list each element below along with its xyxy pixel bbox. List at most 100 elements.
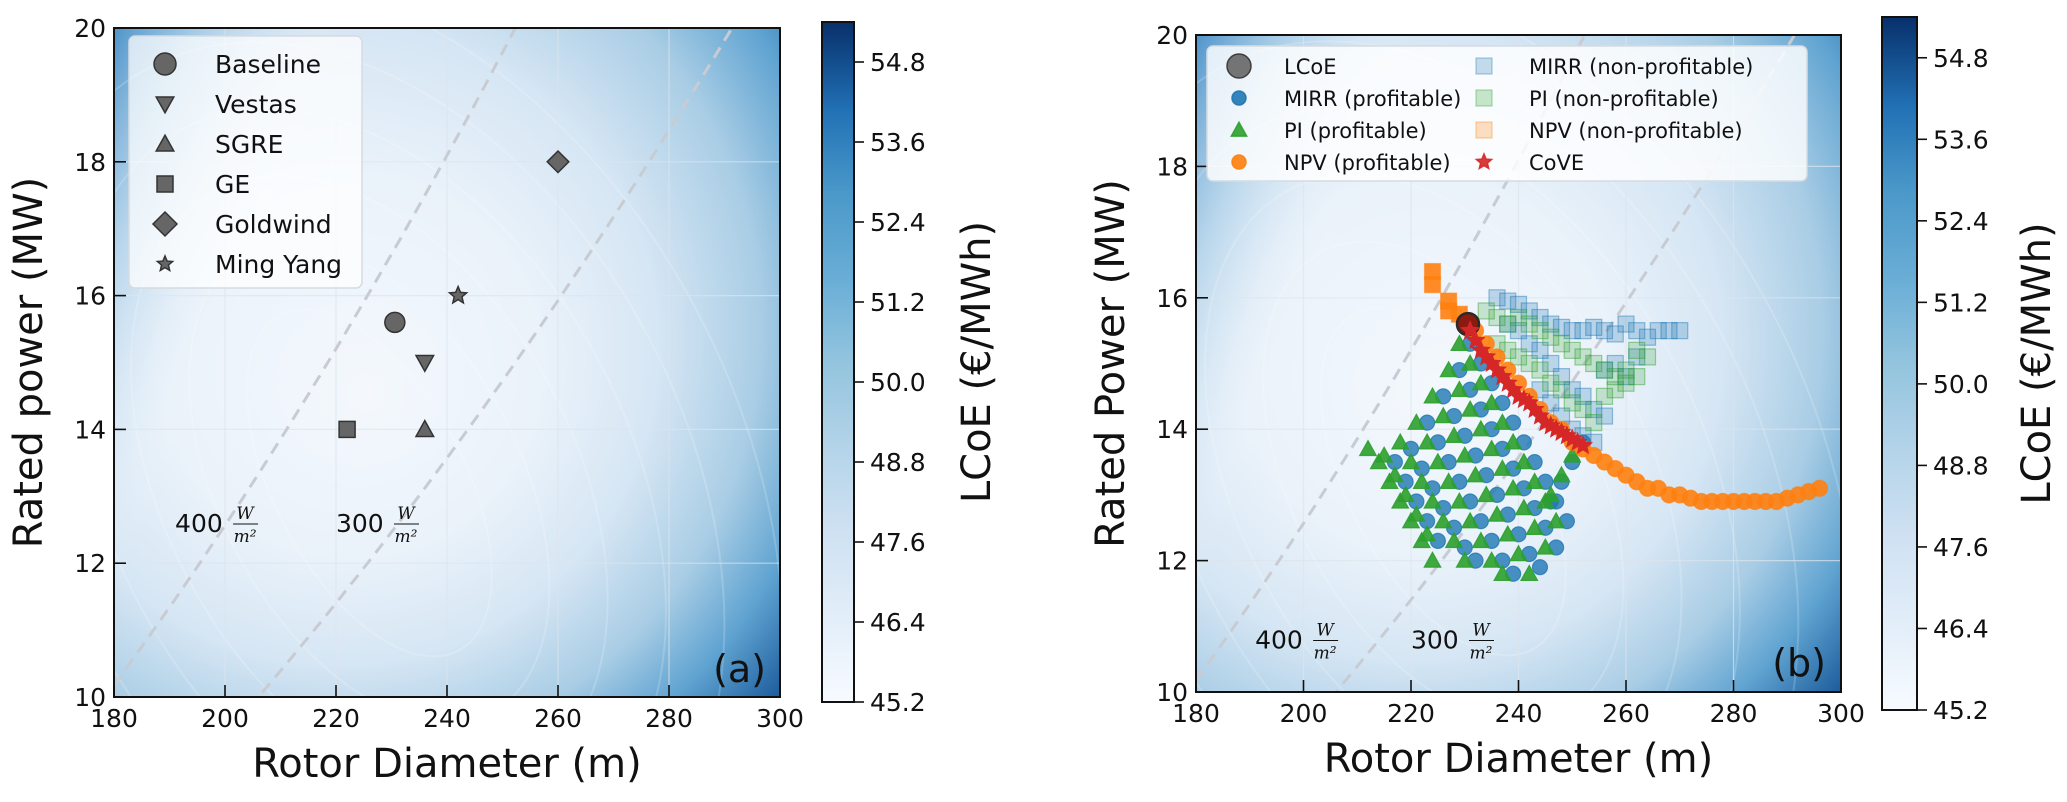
colorbar-tick-label: 50.0: [1933, 370, 1989, 399]
data-point: [1412, 472, 1432, 489]
data-point: [1574, 348, 1592, 366]
data-point: [1423, 551, 1442, 568]
legend-marker-circle-icon: [153, 52, 177, 76]
data-point: [1482, 439, 1501, 457]
data-point: [1380, 472, 1399, 489]
panel-label: (a): [713, 647, 766, 691]
data-point: [1628, 348, 1646, 366]
specific-power-lines: [1196, 35, 1797, 692]
data-point: [1520, 354, 1538, 373]
reference-label-400: 400 Wm²: [175, 504, 259, 547]
reference-label-400: 400 Wm²: [1255, 620, 1339, 663]
reference-label-300: 300 Wm²: [336, 504, 419, 547]
colorbar-gradient: [821, 21, 855, 703]
data-point: [1546, 511, 1566, 529]
series-baseline: [384, 311, 406, 334]
data-point: [1572, 435, 1594, 455]
data-point: [1503, 478, 1523, 496]
data-point: [1493, 564, 1512, 581]
data-point: [414, 419, 435, 438]
data-point: [1810, 479, 1829, 497]
series-goldwind: [546, 149, 570, 174]
legend-item: MIRR (non-profitable): [1475, 55, 1753, 79]
legend: Baseline Vestas SGRE GE Goldwind Ming Yang: [128, 35, 363, 289]
data-point: [546, 149, 570, 174]
data-point: [1428, 452, 1448, 470]
legend-item: NPV (non-profitable): [1475, 119, 1743, 143]
legend-item: SGRE: [154, 130, 283, 159]
data-point: [1450, 380, 1469, 397]
colorbar-tick-label: 54.8: [870, 48, 926, 77]
colorbar-tick-label: 52.4: [1933, 207, 1989, 236]
data-point: [1444, 531, 1464, 549]
colorbar-tick-label: 50.0: [870, 368, 926, 397]
y-tick-label: 20: [74, 14, 106, 43]
legend-marker-triangle-up-icon: [154, 133, 176, 152]
colorbar-label: LCoE (€/MWh): [954, 221, 1000, 503]
data-point: [1519, 564, 1539, 581]
data-point: [1482, 551, 1501, 568]
data-point: [1439, 472, 1458, 489]
data-point: [1606, 381, 1624, 399]
legend-label: Ming Yang: [215, 250, 342, 279]
data-point: [1606, 368, 1624, 386]
y-axis-label: Rated power (MW): [6, 177, 52, 548]
legend-marker-square-faded-icon: [1475, 89, 1493, 107]
reference-line-300: [1333, 35, 1797, 692]
data-point: [1498, 524, 1518, 542]
data-point: [1542, 315, 1560, 333]
colorbar-tick-label: 48.8: [870, 448, 926, 477]
y-tick-label: 12: [1156, 547, 1188, 576]
data-point: [1509, 348, 1528, 366]
data-point: [1628, 322, 1646, 340]
data-point: [1638, 348, 1657, 366]
data-point: [1617, 368, 1635, 386]
data-point: [1585, 318, 1603, 336]
reference-line-400: [1196, 35, 1587, 682]
data-point: [1390, 491, 1410, 509]
x-tick-label: 220: [1387, 699, 1435, 728]
legend-marker-circle-icon: [1231, 90, 1247, 106]
data-point: [1628, 368, 1646, 386]
series-ge: [338, 420, 356, 439]
legend-label: Baseline: [215, 50, 321, 79]
contour-line: [245, 308, 493, 658]
reference-label-value: 400: [1255, 625, 1303, 654]
colorbar-tick-label: 46.4: [870, 608, 926, 637]
data-point: [1444, 426, 1464, 443]
data-point: [1509, 544, 1528, 562]
colorbar-tick-label: 54.8: [1933, 44, 1989, 73]
legend-marker-circle-icon: [1231, 154, 1247, 170]
y-tick-label: 18: [1156, 152, 1188, 181]
data-point: [1660, 322, 1678, 340]
series-npv-non-profitable: [1423, 262, 1468, 323]
data-point: [1638, 328, 1657, 346]
data-point: [1595, 322, 1614, 340]
legend-item: MIRR (profitable): [1231, 87, 1461, 111]
data-point: [1455, 445, 1475, 463]
series-pi-non-profitable: [1477, 302, 1657, 432]
x-tick-label: 260: [534, 704, 582, 733]
data-point: [1460, 511, 1480, 529]
legend-label: LCoE: [1284, 55, 1336, 79]
panel-a: 400 Wm² 300 Wm² 180 200 220 240 260 280 300 10 12 14 1…: [6, 14, 1000, 787]
colorbar-gradient: [1881, 16, 1918, 711]
contour-line: [1262, 240, 1625, 692]
data-point: [1476, 485, 1496, 503]
data-point: [1493, 459, 1512, 476]
data-point: [1514, 452, 1534, 470]
colorbar-tick-label: 51.2: [870, 288, 926, 317]
data-point: [1595, 387, 1614, 405]
data-point: [1499, 315, 1517, 333]
data-point: [1466, 465, 1485, 483]
colorbar: 45.2 46.4 47.6 48.8 50.0 51.2 52.4 53.6 54.8 LCoE…: [821, 21, 1000, 717]
reference-line-400: [114, 28, 518, 686]
series-cove: [1460, 320, 1594, 455]
data-point: [1460, 400, 1480, 417]
data-point: [1407, 413, 1426, 430]
x-axis-label: Rotor Diameter (m): [252, 741, 641, 787]
contour-line: [1196, 35, 1841, 692]
series-sgre: [414, 419, 435, 438]
reference-label-unit-den: m²: [234, 527, 257, 547]
